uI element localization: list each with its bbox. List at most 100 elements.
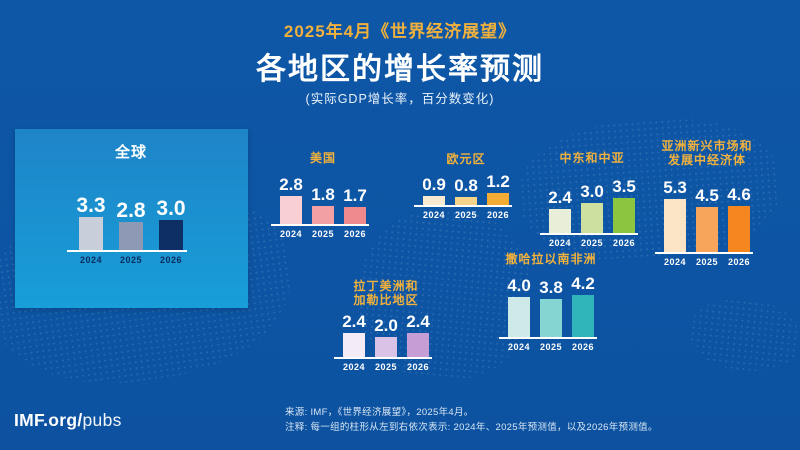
- page-title: 各地区的增长率预测: [256, 53, 544, 86]
- bar: [423, 196, 445, 205]
- chart-title-euro: 欧元区: [446, 152, 485, 166]
- bars-row: 2.8 1.8 1.7: [277, 146, 369, 224]
- year-label: 2025: [696, 257, 719, 267]
- year-label: 2025: [375, 362, 398, 372]
- bar-value-label: 5.3: [663, 178, 687, 197]
- bar: [508, 297, 530, 337]
- bar-group-2024: 2.4: [342, 312, 366, 357]
- year-labels-row: 2024 2025 2026: [277, 229, 369, 239]
- year-labels-row: 2024 2025 2026: [505, 342, 597, 352]
- bar-group-2026: 3.0: [156, 198, 186, 250]
- note-text: 注释: 每一组的柱形从左到右依次表示: 2024年、2025年预测值，以及202…: [285, 422, 658, 433]
- page-subtitle: (实际GDP增长率，百分数变化): [305, 92, 495, 106]
- bar: [572, 295, 594, 337]
- year-label: 2024: [79, 255, 103, 265]
- bar-group-2024: 2.4: [548, 188, 572, 233]
- year-label: 2024: [343, 362, 366, 372]
- bar-value-label: 2.4: [342, 312, 366, 331]
- bar-value-label: 4.2: [571, 274, 595, 293]
- bar-value-label: 2.4: [548, 188, 572, 207]
- bar: [581, 203, 603, 233]
- bar: [79, 217, 103, 250]
- chart-global: 3.3 2.8 3.0 2024 2025 2026: [67, 172, 187, 265]
- chart-mena: 2.4 3.0 3.5 2024 2025 2026: [540, 155, 638, 248]
- bar: [159, 220, 183, 250]
- bar-value-label: 2.8: [279, 175, 303, 194]
- bar-value-label: 3.3: [76, 194, 106, 217]
- axis-baseline: [414, 205, 512, 207]
- bar-value-label: 1.8: [311, 185, 335, 204]
- brand-bold: IMF.org/: [14, 410, 83, 430]
- bar-group-2025: 4.5: [695, 186, 719, 252]
- chart-title-line: 拉丁美洲和: [353, 279, 419, 293]
- bar: [312, 206, 334, 224]
- imf-pubs-link[interactable]: IMF.org/pubs: [14, 410, 122, 431]
- bar-group-2025: 0.8: [454, 176, 478, 205]
- report-kicker: 2025年4月《世界经济展望》: [283, 22, 517, 41]
- chart-title-asia: 亚洲新兴市场和 发展中经济体: [661, 139, 752, 167]
- bar-value-label: 1.7: [343, 186, 367, 205]
- chart-title-line: 发展中经济体: [667, 153, 747, 167]
- bar-value-label: 4.6: [727, 185, 751, 204]
- bar: [613, 198, 635, 233]
- bars-row: 2.4 2.0 2.4: [340, 279, 432, 357]
- bar-group-2026: 2.4: [406, 312, 430, 357]
- chart-asia: 5.3 4.5 4.6 2024 2025 2026: [655, 174, 753, 267]
- bar-value-label: 3.8: [539, 278, 563, 297]
- worldmap-texture-australia: [686, 294, 800, 376]
- year-label: 2026: [344, 229, 367, 239]
- chart-title-mena: 中东和中亚: [559, 151, 624, 165]
- chart-title-global: 全球: [115, 145, 147, 160]
- chart-ssa: 4.0 3.8 4.2 2024 2025 2026: [499, 259, 597, 352]
- bars-row: 2.4 3.0 3.5: [546, 155, 638, 233]
- chart-title-usa: 美国: [310, 151, 336, 165]
- chart-title-ssa: 撒哈拉以南非洲: [505, 252, 596, 266]
- bars-row: 4.0 3.8 4.2: [505, 259, 597, 337]
- bar: [119, 222, 143, 250]
- year-label: 2025: [540, 342, 563, 352]
- axis-baseline: [334, 357, 432, 359]
- bar-group-2025: 3.0: [580, 182, 604, 233]
- bar-value-label: 2.0: [374, 316, 398, 335]
- bar-group-2026: 4.2: [571, 274, 595, 337]
- bar-group-2024: 5.3: [663, 178, 687, 252]
- axis-baseline: [271, 224, 369, 226]
- chart-title-line: 撒哈拉以南非洲: [505, 252, 597, 266]
- year-labels-row: 2024 2025 2026: [661, 257, 753, 267]
- bar-value-label: 0.9: [422, 175, 446, 194]
- bar-group-2026: 1.2: [486, 172, 510, 205]
- bar: [549, 209, 571, 233]
- bar-group-2026: 3.5: [612, 177, 636, 233]
- chart-title-line: 美国: [309, 151, 337, 165]
- year-labels-row: 2024 2025 2026: [340, 362, 432, 372]
- year-label: 2024: [664, 257, 687, 267]
- year-label: 2026: [572, 342, 595, 352]
- bar: [540, 299, 562, 337]
- bar: [375, 337, 397, 357]
- year-label: 2025: [581, 238, 604, 248]
- bar-value-label: 2.4: [406, 312, 430, 331]
- bar: [280, 196, 302, 224]
- chart-title-line: 欧元区: [446, 152, 486, 166]
- bar: [696, 207, 718, 252]
- bar-group-2025: 2.8: [116, 199, 146, 250]
- year-label: 2025: [312, 229, 335, 239]
- bar-group-2024: 0.9: [422, 175, 446, 205]
- bar-value-label: 2.8: [116, 199, 146, 222]
- global-highlight-panel: [15, 129, 248, 308]
- bar-group-2026: 4.6: [727, 185, 751, 252]
- year-labels-row: 2024 2025 2026: [75, 255, 187, 265]
- bar: [407, 333, 429, 357]
- axis-baseline: [540, 233, 638, 235]
- year-label: 2026: [728, 257, 751, 267]
- bar-value-label: 4.5: [695, 186, 719, 205]
- year-label: 2026: [159, 255, 183, 265]
- chart-usa: 2.8 1.8 1.7 2024 2025 2026: [271, 146, 369, 239]
- bar-group-2024: 2.8: [279, 175, 303, 224]
- bar: [487, 193, 509, 205]
- year-label: 2024: [508, 342, 531, 352]
- year-label: 2025: [119, 255, 143, 265]
- bar-group-2025: 2.0: [374, 316, 398, 357]
- source-text: 来源: IMF，《世界经济展望》，2025年4月。: [285, 407, 474, 418]
